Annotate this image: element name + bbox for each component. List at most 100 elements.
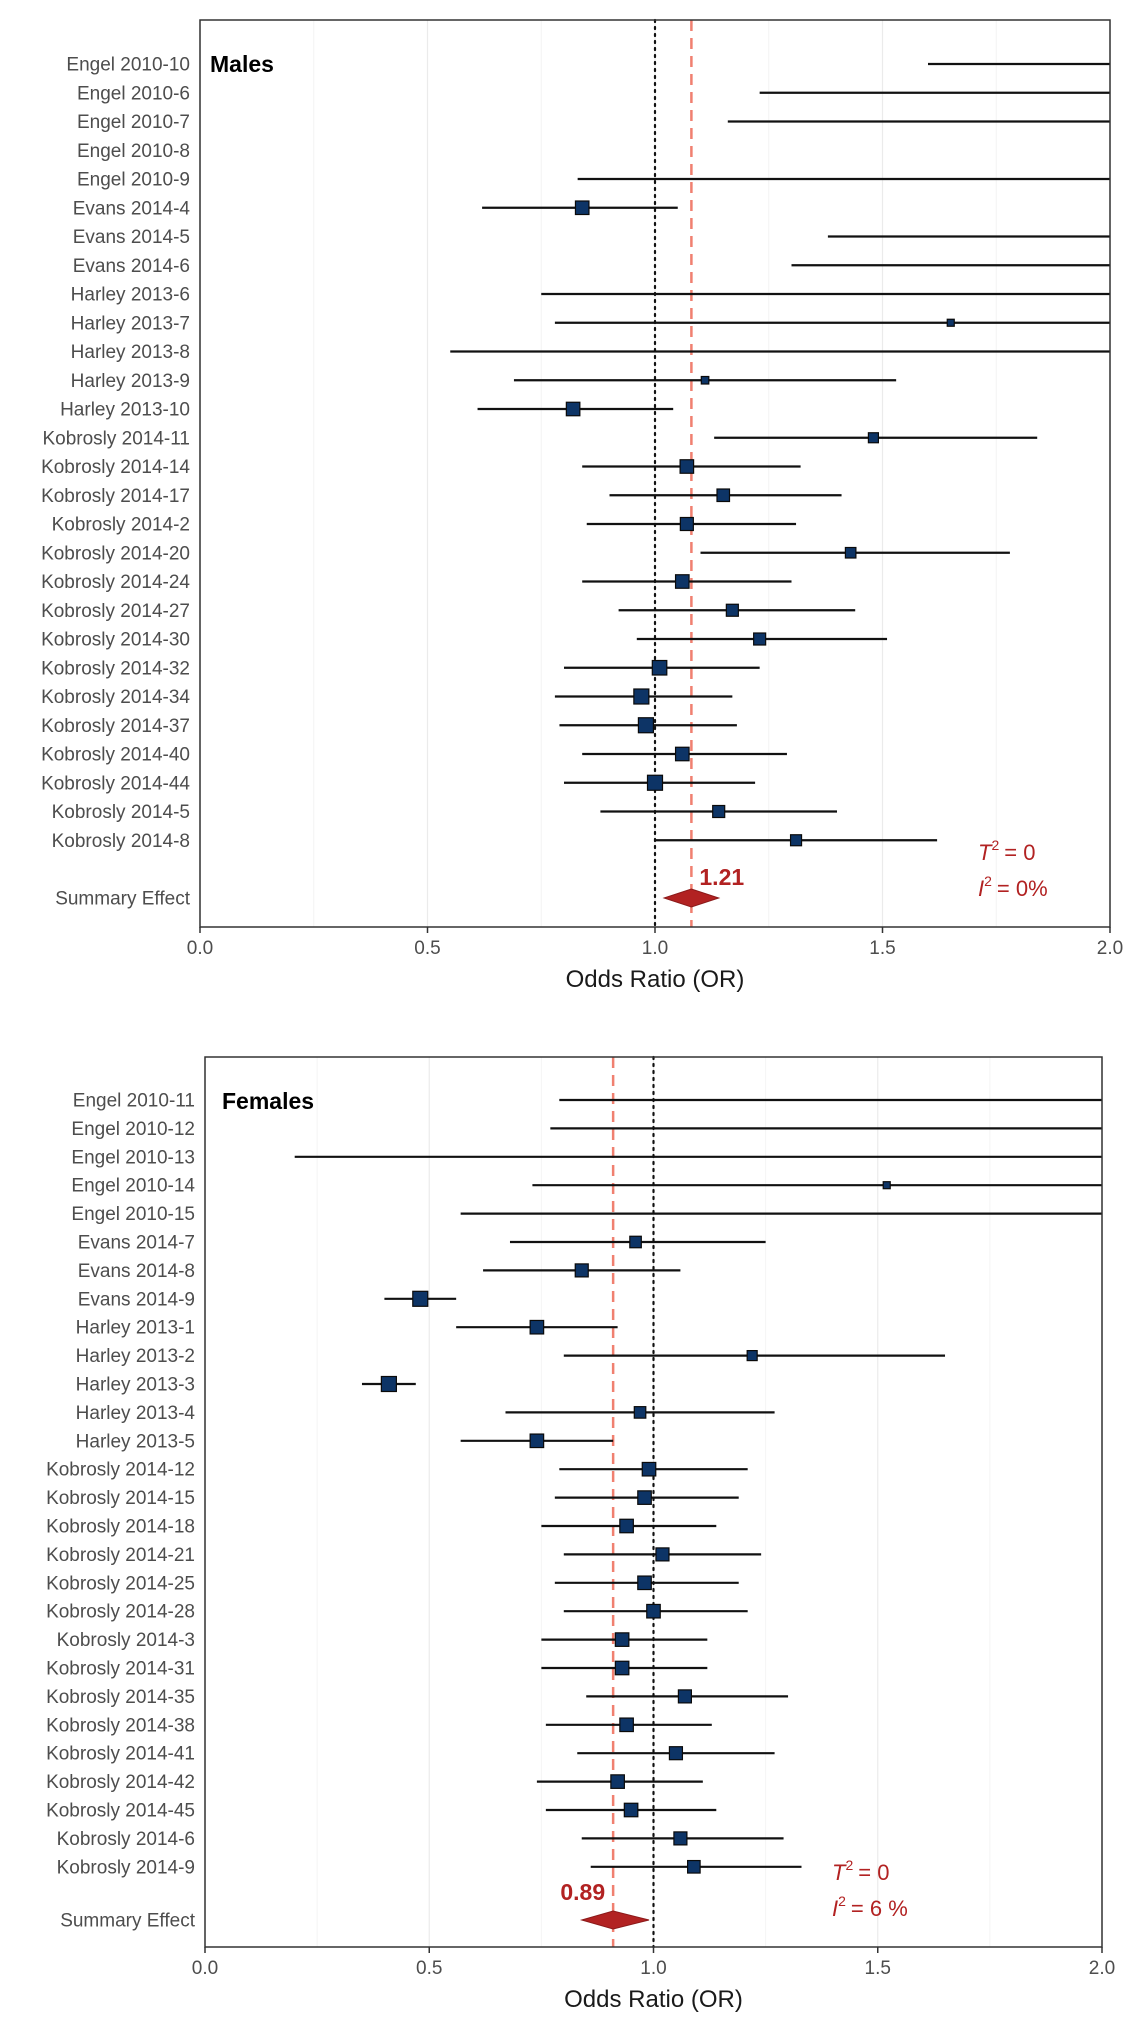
study-label: Kobrosly 2014-6: [57, 1829, 195, 1850]
study-point-estimate: [668, 1746, 684, 1761]
study-point-estimate: [679, 459, 695, 474]
x-axis-tick-label: 0.5: [414, 938, 440, 959]
study-label: Engel 2010-15: [71, 1204, 195, 1225]
i-symbol: I: [978, 876, 984, 901]
study-point-estimate: [610, 1774, 625, 1789]
study-label: Kobrosly 2014-25: [46, 1573, 195, 1594]
study-label: Kobrosly 2014-44: [41, 773, 190, 794]
study-point-estimate: [679, 516, 694, 532]
study-point-estimate: [677, 1689, 692, 1704]
superscript-two: 2: [845, 1857, 853, 1873]
study-label: Harley 2013-1: [76, 1318, 195, 1339]
study-point-estimate: [637, 717, 655, 734]
study-label: Evans 2014-4: [73, 198, 191, 219]
study-label: Kobrosly 2014-34: [41, 687, 190, 708]
study-point-estimate: [633, 688, 650, 705]
study-label: Engel 2010-10: [66, 55, 190, 76]
tau-squared-stat: T2 = 0: [978, 837, 1035, 865]
study-point-estimate: [716, 488, 731, 503]
study-label: Engel 2010-14: [71, 1176, 195, 1197]
study-label: Kobrosly 2014-3: [57, 1630, 195, 1651]
study-label: Engel 2010-13: [71, 1147, 195, 1168]
study-label: Harley 2013-3: [76, 1375, 195, 1396]
study-point-estimate: [574, 200, 590, 216]
x-axis-tick-label: 0.5: [416, 1958, 442, 1979]
study-point-estimate: [946, 318, 955, 327]
x-axis-title: Odds Ratio (OR): [566, 966, 745, 993]
study-label: Kobrosly 2014-40: [41, 745, 190, 766]
study-label: Evans 2014-8: [78, 1261, 195, 1282]
study-label: Kobrosly 2014-9: [57, 1857, 195, 1878]
summary-diamond: [579, 1910, 650, 1930]
tau-symbol: T: [978, 840, 993, 865]
study-label: Kobrosly 2014-8: [52, 831, 190, 852]
study-point-estimate: [746, 1349, 758, 1362]
study-label: Engel 2010-11: [73, 1091, 195, 1112]
i-squared-value: = 0%: [997, 876, 1048, 901]
summary-diamond: [662, 888, 721, 908]
study-label: Kobrosly 2014-27: [41, 601, 190, 622]
i-symbol: I: [832, 1896, 838, 1921]
study-label: Kobrosly 2014-20: [41, 543, 190, 564]
study-label: Evans 2014-5: [73, 227, 190, 248]
summary-effect-label: Summary Effect: [55, 889, 191, 910]
summary-value-label: 1.21: [699, 864, 744, 890]
study-point-estimate: [844, 546, 857, 559]
study-point-estimate: [637, 1490, 652, 1505]
study-label: Kobrosly 2014-24: [41, 572, 190, 593]
x-axis-tick-label: 1.5: [869, 938, 895, 959]
study-point-estimate: [629, 1235, 642, 1249]
study-label: Kobrosly 2014-30: [41, 630, 190, 651]
study-point-estimate: [789, 834, 803, 847]
study-point-estimate: [637, 1575, 652, 1591]
i-squared-value: = 6 %: [851, 1896, 908, 1921]
study-point-estimate: [867, 432, 880, 444]
x-axis-tick-label: 2.0: [1089, 1958, 1115, 1979]
study-label: Evans 2014-7: [78, 1233, 195, 1254]
study-label: Kobrosly 2014-31: [46, 1659, 195, 1680]
i-squared-stat: I2 = 0%: [978, 873, 1048, 901]
study-label: Kobrosly 2014-45: [46, 1801, 195, 1822]
study-label: Harley 2013-6: [71, 285, 190, 306]
study-label: Kobrosly 2014-18: [46, 1517, 195, 1538]
study-label: Kobrosly 2014-42: [46, 1772, 195, 1793]
study-point-estimate: [380, 1375, 397, 1393]
study-point-estimate: [712, 804, 726, 819]
study-label: Harley 2013-7: [71, 313, 190, 334]
i-squared-stat: I2 = 6 %: [832, 1893, 908, 1921]
females-forest-panel: Engel 2010-11 Engel 2010-12 Engel 2010-13 E…: [46, 1055, 1115, 2013]
study-point-estimate: [529, 1433, 545, 1449]
tau-squared-value: = 0: [1004, 840, 1035, 865]
study-label: Harley 2013-8: [71, 342, 190, 363]
study-label: Evans 2014-9: [78, 1289, 195, 1310]
study-label: Harley 2013-5: [76, 1431, 195, 1452]
study-label: Engel 2010-8: [77, 141, 190, 162]
tau-squared-stat: T2 = 0: [832, 1857, 889, 1885]
study-point-estimate: [619, 1717, 634, 1733]
study-label: Engel 2010-9: [77, 170, 190, 191]
study-point-estimate: [753, 632, 767, 646]
summary-value-label: 0.89: [560, 1879, 605, 1905]
study-point-estimate: [619, 1518, 634, 1534]
study-point-estimate: [651, 659, 668, 676]
study-point-estimate: [529, 1319, 545, 1335]
study-label: Engel 2010-12: [71, 1119, 195, 1140]
study-label: Evans 2014-6: [73, 256, 190, 277]
study-label: Engel 2010-6: [77, 83, 190, 104]
study-label: Kobrosly 2014-35: [46, 1687, 195, 1708]
panel-title: Females: [222, 1088, 314, 1114]
study-label: Kobrosly 2014-28: [46, 1602, 195, 1623]
study-point-estimate: [725, 603, 739, 617]
x-axis-tick-label: 0.0: [187, 938, 213, 959]
study-label: Kobrosly 2014-15: [46, 1488, 195, 1509]
study-point-estimate: [700, 375, 710, 385]
study-label: Harley 2013-4: [76, 1403, 196, 1424]
x-axis-tick-label: 2.0: [1097, 938, 1123, 959]
x-axis-tick-label: 1.0: [642, 938, 668, 959]
study-point-estimate: [574, 1263, 589, 1278]
superscript-two: 2: [838, 1893, 846, 1909]
study-label: Kobrosly 2014-12: [46, 1460, 195, 1481]
study-point-estimate: [646, 1603, 661, 1619]
study-point-estimate: [882, 1181, 891, 1190]
x-axis-tick-label: 0.0: [192, 1958, 218, 1979]
